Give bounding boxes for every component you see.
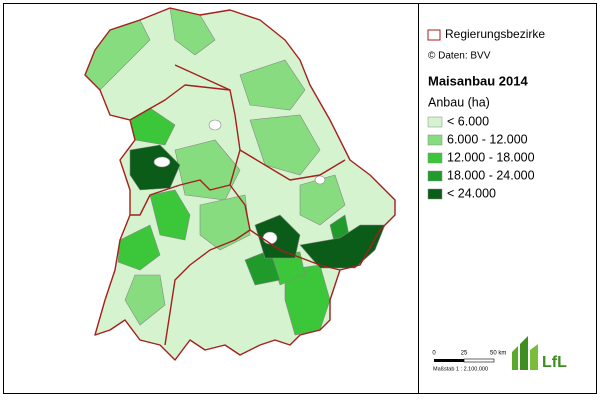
district-boundary xyxy=(164,184,251,346)
city xyxy=(208,119,222,131)
scale-segment xyxy=(434,359,464,362)
legend-label: < 24.000 xyxy=(447,186,496,200)
scale-label: 50 km xyxy=(490,351,506,357)
scale-caption: Maßstab 1 : 2.100.000 xyxy=(433,366,488,372)
legend-classes: < 6.000 6.000 - 12.000 12.000 - 18.000 18.0… xyxy=(427,114,535,200)
logo-shape xyxy=(520,336,528,370)
source: © Daten: BVV xyxy=(428,51,491,62)
legend-label: < 6.000 xyxy=(447,114,489,128)
boundary-swatch xyxy=(427,29,441,41)
legend-label: 12.000 - 18.000 xyxy=(447,150,535,164)
legend-swatch xyxy=(427,188,443,200)
boundary-label: Regierungsbezirke xyxy=(445,27,545,41)
legend-label: 6.000 - 12.000 xyxy=(447,132,528,146)
region xyxy=(174,139,241,201)
district-boundary xyxy=(129,84,236,121)
legend-swatch xyxy=(427,152,443,164)
district-boundary xyxy=(130,114,241,216)
legend-swatch xyxy=(427,116,443,128)
legend-title: Maisanbau 2014 xyxy=(428,73,528,88)
region xyxy=(249,114,321,176)
region xyxy=(244,249,281,286)
district-boundary xyxy=(249,229,341,271)
logo-shape xyxy=(530,344,538,370)
city xyxy=(314,175,326,185)
district-boundary xyxy=(174,64,231,91)
legend-swatch xyxy=(427,134,443,146)
region xyxy=(254,214,301,259)
logo-shape xyxy=(512,346,518,370)
scale-label: 25 xyxy=(461,351,468,357)
scale-label: 0 xyxy=(432,351,436,357)
region xyxy=(124,274,166,326)
legend-subtitle: Anbau (ha) xyxy=(428,95,490,109)
region xyxy=(239,59,306,111)
city xyxy=(153,156,171,168)
map xyxy=(84,7,396,361)
logo: LfL xyxy=(512,336,567,371)
legend-label: 18.000 - 24.000 xyxy=(447,168,535,182)
district-boundary xyxy=(239,149,346,181)
frame xyxy=(3,3,597,394)
district-boundary xyxy=(84,7,396,361)
region xyxy=(299,174,346,226)
city xyxy=(262,231,278,245)
region xyxy=(117,224,161,271)
scale-segment xyxy=(463,358,495,363)
scale-bar: 0 25 50 km Maßstab 1 : 2.100.000 xyxy=(432,351,506,373)
region xyxy=(199,194,251,251)
logo-text: LfL xyxy=(542,354,567,371)
legend-swatch xyxy=(427,170,443,182)
region xyxy=(149,189,191,241)
